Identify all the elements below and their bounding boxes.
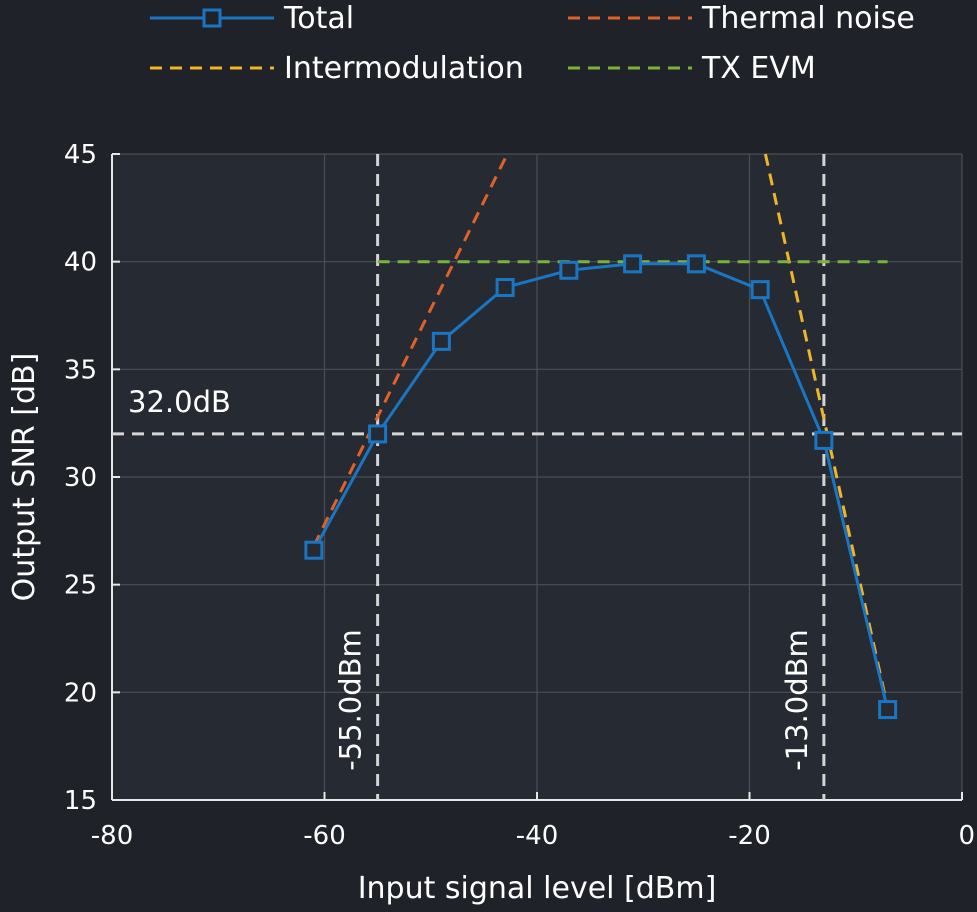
legend-label: TX EVM [701,51,816,86]
y-tick-label: 40 [64,248,97,278]
y-tick-label: 35 [64,355,97,385]
y-tick-label: 15 [64,786,97,816]
legend: Total Thermal noise Intermodulation TX EVM [150,1,915,86]
data-point-marker [431,331,451,351]
y-axis-label: Output SNR [dB] [7,353,42,602]
series [304,153,898,720]
x-tick-label: -80 [91,821,133,851]
data-point-marker [814,430,834,450]
x-tick-label: -40 [516,821,558,851]
data-point-marker [750,280,770,300]
x-axis-label: Input signal level [dBm] [358,871,717,906]
snr-threshold-label: 32.0dB [128,385,231,419]
input-level-label: -55.0dBm [334,629,368,771]
data-point-marker [623,254,643,274]
total-line [312,262,890,710]
y-tick-label: 45 [64,140,97,170]
data-point-marker [495,278,515,298]
intermodulation-line [763,153,890,708]
data-point-marker [559,260,579,280]
x-tick-label: -60 [303,821,345,851]
legend-label: Total [283,1,354,36]
y-tick-label: 20 [64,678,97,708]
tick-labels: -80 -60 -40 -20 0 15 20 25 30 35 40 45 [64,140,975,851]
legend-label: Thermal noise [701,1,915,36]
data-point-marker [686,254,706,274]
thermal-noise-line [312,153,509,547]
y-tick-label: 25 [64,571,97,601]
data-point-marker [304,540,324,560]
data-point-marker [368,424,388,444]
legend-label: Intermodulation [284,51,524,86]
legend-marker [202,8,222,28]
y-tick-label: 30 [64,463,97,493]
input-level-label: -13.0dBm [780,629,814,771]
axes [111,153,963,801]
x-tick-label: 0 [958,821,975,851]
x-tick-label: -20 [728,821,770,851]
data-point-marker [878,700,898,720]
